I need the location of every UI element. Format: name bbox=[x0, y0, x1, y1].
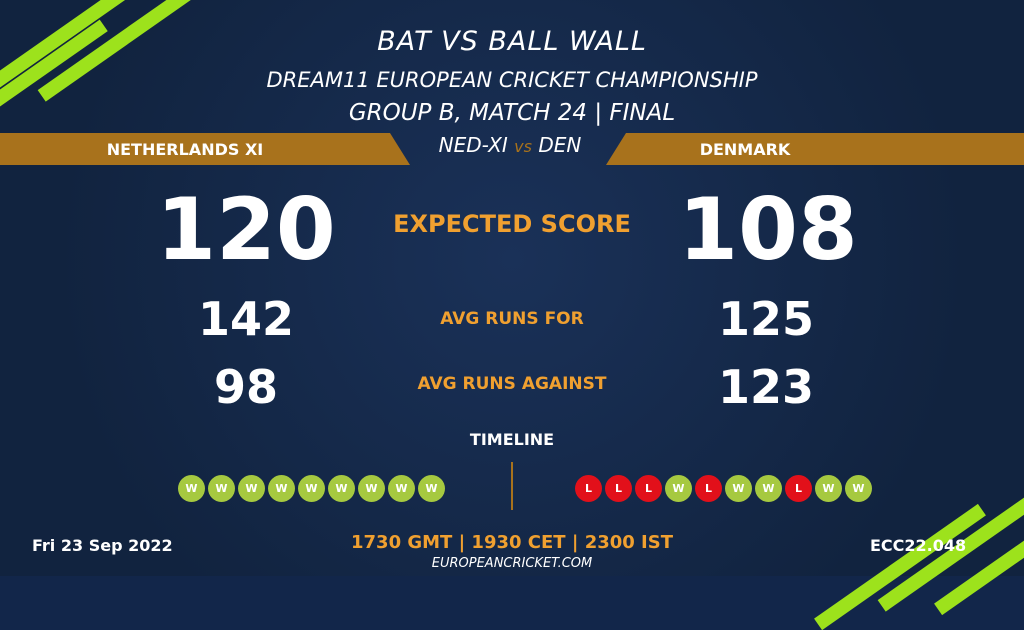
runs-against-right: 123 bbox=[717, 360, 815, 414]
expected-score-left: 120 bbox=[156, 180, 336, 280]
result-win: W bbox=[665, 475, 692, 502]
result-win: W bbox=[418, 475, 445, 502]
vs-label: vs bbox=[514, 137, 532, 156]
timeline-label: TIMELINE bbox=[469, 430, 555, 449]
site-link[interactable]: EUROPEANCRICKET.COM bbox=[431, 556, 593, 571]
runs-for-right: 125 bbox=[717, 292, 815, 346]
runs-for-label: AVG RUNS FOR bbox=[440, 309, 584, 329]
result-win: W bbox=[388, 475, 415, 502]
result-win: W bbox=[725, 475, 752, 502]
team-right-code: DEN bbox=[538, 133, 582, 157]
team-left-name: NETHERLANDS XI bbox=[106, 139, 264, 159]
runs-for-left: 142 bbox=[197, 292, 295, 346]
page-title: BAT VS BALL WALL bbox=[377, 26, 647, 57]
team-right-band: DENMARK bbox=[606, 133, 1024, 165]
result-win: W bbox=[298, 475, 325, 502]
matchup: NED-XI vs DEN bbox=[400, 133, 620, 157]
result-loss: L bbox=[785, 475, 812, 502]
result-win: W bbox=[178, 475, 205, 502]
match-date: Fri 23 Sep 2022 bbox=[32, 536, 173, 555]
team-left-code: NED-XI bbox=[438, 133, 508, 157]
result-win: W bbox=[755, 475, 782, 502]
expected-score-label: EXPECTED SCORE bbox=[393, 210, 631, 238]
result-win: W bbox=[268, 475, 295, 502]
expected-score-right: 108 bbox=[678, 180, 858, 280]
runs-against-left: 98 bbox=[213, 360, 278, 414]
result-win: W bbox=[845, 475, 872, 502]
tournament-name: DREAM11 EUROPEAN CRICKET CHAMPIONSHIP bbox=[266, 68, 758, 92]
match-times: 1730 GMT | 1930 CET | 2300 IST bbox=[351, 532, 673, 553]
result-loss: L bbox=[605, 475, 632, 502]
result-win: W bbox=[238, 475, 265, 502]
result-win: W bbox=[815, 475, 842, 502]
timeline-divider bbox=[511, 462, 513, 510]
result-win: W bbox=[358, 475, 385, 502]
result-win: W bbox=[328, 475, 355, 502]
match-code: ECC22.048 bbox=[870, 536, 967, 555]
result-loss: L bbox=[635, 475, 662, 502]
team-left-band: NETHERLANDS XI bbox=[0, 133, 410, 165]
result-loss: L bbox=[695, 475, 722, 502]
result-win: W bbox=[208, 475, 235, 502]
runs-against-label: AVG RUNS AGAINST bbox=[417, 374, 607, 394]
match-info: GROUP B, MATCH 24 | FINAL bbox=[348, 100, 676, 126]
result-loss: L bbox=[575, 475, 602, 502]
team-right-name: DENMARK bbox=[699, 139, 791, 159]
